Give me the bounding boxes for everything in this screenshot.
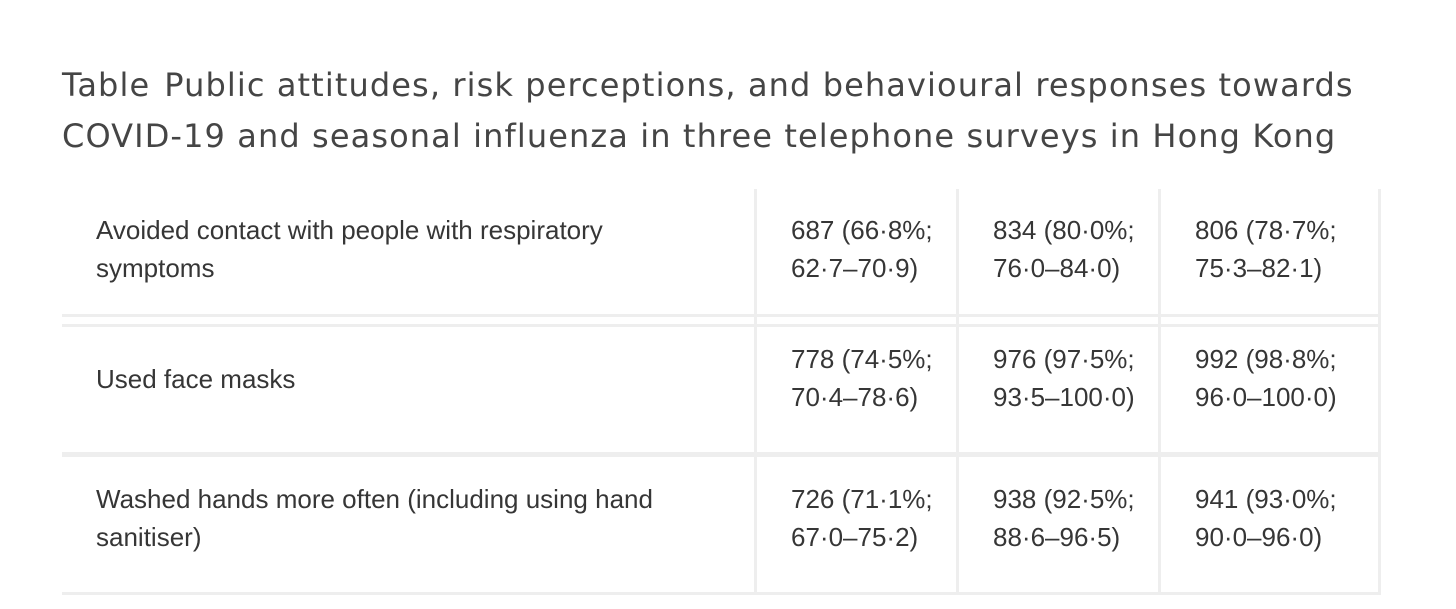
survey-3-ci: 90·0–96·0) — [1195, 522, 1323, 552]
table-row: Washed hands more often (including using… — [62, 454, 1396, 598]
survey-3-count: 806 (78·7%; — [1195, 215, 1337, 245]
survey-2-cell: 938 (92·5%; 88·6–96·5) — [956, 454, 1161, 595]
survey-1-count: 778 (74·5%; — [791, 344, 933, 374]
survey-2-cell: 976 (97·5%; 93·5–100·0) — [956, 314, 1161, 455]
survey-2-cell: 834 (80·0%; 76·0–84·0) — [956, 189, 1161, 327]
table-label: Table — [62, 66, 151, 104]
behaviour-cell: Avoided contact with people with respira… — [62, 189, 757, 327]
survey-3-cell: 941 (93·0%; 90·0–96·0) — [1158, 454, 1381, 595]
survey-1-ci: 62·7–70·9) — [791, 253, 919, 283]
survey-3-cell: 992 (98·8%; 96·0–100·0) — [1158, 314, 1381, 455]
survey-1-ci: 67·0–75·2) — [791, 522, 919, 552]
table-row: Used face masks 778 (74·5%; 70·4–78·6) 9… — [62, 314, 1396, 458]
survey-1-cell: 726 (71·1%; 67·0–75·2) — [754, 454, 959, 595]
survey-1-ci: 70·4–78·6) — [791, 382, 919, 412]
table-caption: Table Public attitudes, risk perceptions,… — [62, 60, 1402, 162]
behaviour-cell: Used face masks — [62, 314, 757, 455]
survey-2-count: 834 (80·0%; — [993, 215, 1135, 245]
survey-2-ci: 93·5–100·0) — [993, 382, 1135, 412]
survey-3-count: 941 (93·0%; — [1195, 484, 1337, 514]
survey-2-ci: 88·6–96·5) — [993, 522, 1121, 552]
survey-1-cell: 778 (74·5%; 70·4–78·6) — [754, 314, 959, 455]
survey-2-ci: 76·0–84·0) — [993, 253, 1121, 283]
survey-2-count: 976 (97·5%; — [993, 344, 1135, 374]
table-title: Public attitudes, risk perceptions, and … — [62, 66, 1354, 155]
table-scroll-edge — [1382, 189, 1396, 609]
survey-3-ci: 75·3–82·1) — [1195, 253, 1323, 283]
survey-3-count: 992 (98·8%; — [1195, 344, 1337, 374]
survey-1-count: 726 (71·1%; — [791, 484, 933, 514]
survey-3-cell: 806 (78·7%; 75·3–82·1) — [1158, 189, 1381, 327]
behaviour-cell: Washed hands more often (including using… — [62, 454, 757, 595]
table-row: Avoided contact with people with respira… — [62, 189, 1396, 330]
survey-1-count: 687 (66·8%; — [791, 215, 933, 245]
survey-3-ci: 96·0–100·0) — [1195, 382, 1337, 412]
survey-2-count: 938 (92·5%; — [993, 484, 1135, 514]
data-table: Avoided contact with people with respira… — [62, 189, 1396, 609]
survey-1-cell: 687 (66·8%; 62·7–70·9) — [754, 189, 959, 327]
